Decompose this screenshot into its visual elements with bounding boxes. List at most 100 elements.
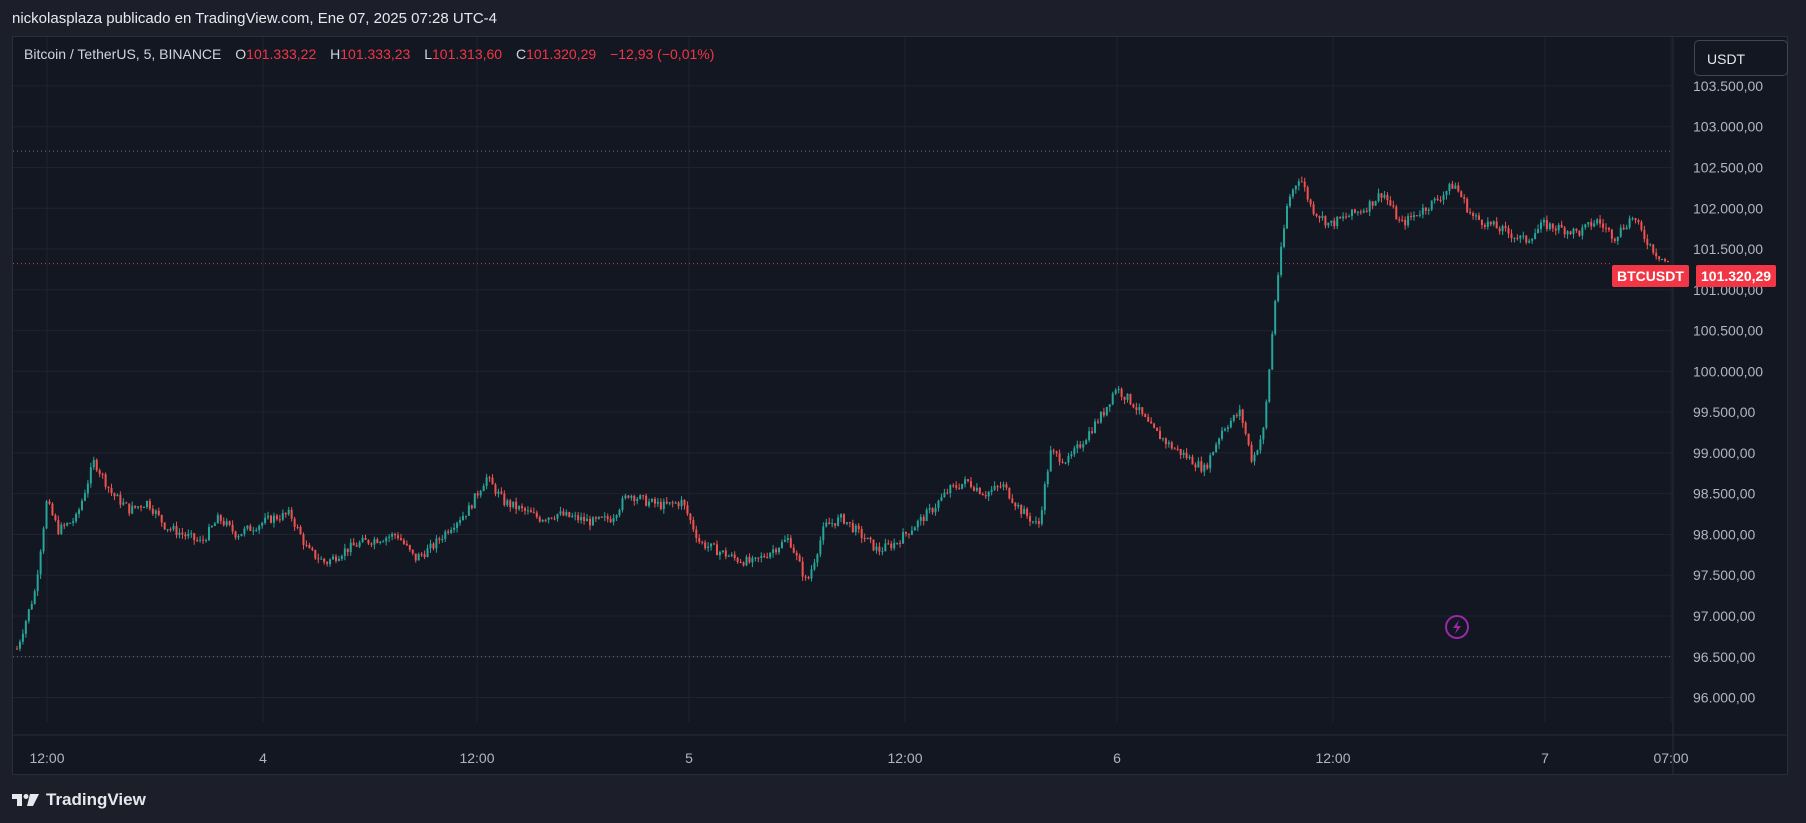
candle-body [772,549,775,553]
candle-body [792,547,795,553]
candle-body [1404,219,1407,226]
candle-body [1575,228,1578,231]
candle-body [1557,224,1560,231]
candle-body [769,552,772,558]
candle-body [1002,484,1005,487]
candle-body [456,522,459,528]
candle-body [243,528,246,534]
time-tick-label: 12:00 [1315,750,1350,766]
candle-body [1489,221,1492,225]
candle-body [39,551,42,575]
candle-body [441,538,444,540]
open-label: O [235,46,247,62]
candle-body [1534,233,1537,239]
candle-body [1026,508,1029,517]
dotted-levels [13,150,1673,658]
candle-body [1427,209,1430,211]
candle-body [1034,521,1037,523]
candle-body [742,562,745,566]
time-tick-label: 12:00 [29,750,64,766]
candle-body [98,470,101,474]
candle-body [199,539,202,541]
candle-body [202,539,205,541]
candle-body [1197,461,1200,468]
candle-body [1519,235,1522,239]
candle-body [1407,215,1410,226]
last-price-tag: 101.320,29 [1696,265,1777,287]
symbol-legend: Bitcoin / TetherUS, 5, BINANCE O101.333,… [24,46,714,62]
candle-body [1241,409,1244,423]
candle-body [213,523,216,526]
time-tick-label: 4 [259,750,267,766]
candle-body [1602,223,1605,228]
candle-body [913,527,916,531]
candle-body [1277,274,1280,301]
candle-body [473,493,476,509]
candle-body [1232,415,1235,421]
chart-panel[interactable]: 103.500,00 103.000,00 102.500,00 102.000,00… [12,36,1788,775]
candle-body [851,522,854,533]
candle-body [411,549,414,554]
candle-body [701,541,704,543]
candle-body [556,513,559,519]
candle-body [1117,389,1120,391]
candle-body [110,487,113,494]
candle-body [89,467,92,484]
candle-body [1135,407,1138,411]
currency-button[interactable]: USDT [1694,40,1788,76]
candle-body [261,522,264,526]
candle-body [1291,189,1294,197]
candle-body [981,493,984,496]
candle-body [326,562,329,564]
lightning-icon[interactable] [1445,615,1469,639]
candle-body [402,540,405,544]
candle-body [479,491,482,496]
candle-body [355,545,358,547]
symbol-price-tag: BTCUSDT [1612,265,1689,287]
candle-body [1646,239,1649,245]
candle-body [521,506,524,509]
brand-name: TradingView [46,790,146,809]
candle-body [1167,442,1170,445]
candle-body [1353,209,1356,213]
candle-body [1415,215,1418,217]
candle-body [216,515,219,524]
price-tick-label: 97.500,00 [1693,567,1755,583]
candle-body [674,502,677,504]
time-tick-label: 12:00 [459,750,494,766]
candle-body [222,520,225,526]
candle-body [1554,228,1557,231]
candle-body [754,557,757,559]
candle-body [1339,216,1342,219]
candle-body [1218,438,1221,445]
candle-body [905,532,907,534]
candle-body [488,477,491,479]
candle-body [385,537,388,542]
candle-body [597,516,600,519]
tradingview-logo[interactable]: TradingView [12,790,146,810]
candle-body [919,516,922,521]
candle-body [1480,219,1483,225]
price-chart[interactable]: 103.500,00 103.000,00 102.500,00 102.000,00… [13,37,1787,774]
candle-body [75,513,78,522]
candle-body [329,559,332,564]
price-tick-label: 96.000,00 [1693,690,1755,706]
candle-body [1667,261,1669,263]
candle-body [1401,219,1404,221]
candle-body [399,538,402,541]
candle-body [1076,444,1079,449]
candle-body [553,518,556,520]
candle-body [1156,427,1159,431]
candle-body [1229,420,1232,428]
candle-body [1516,237,1519,239]
candle-body [1368,201,1371,212]
candle-body [287,509,290,515]
candle-body [875,546,878,551]
candle-body [842,514,845,524]
candle-body [1513,237,1516,239]
candle-body [1111,393,1114,405]
candle-body [1395,206,1398,220]
candle-body [1147,416,1150,422]
candle-body [887,543,890,545]
candle-body [621,498,624,511]
